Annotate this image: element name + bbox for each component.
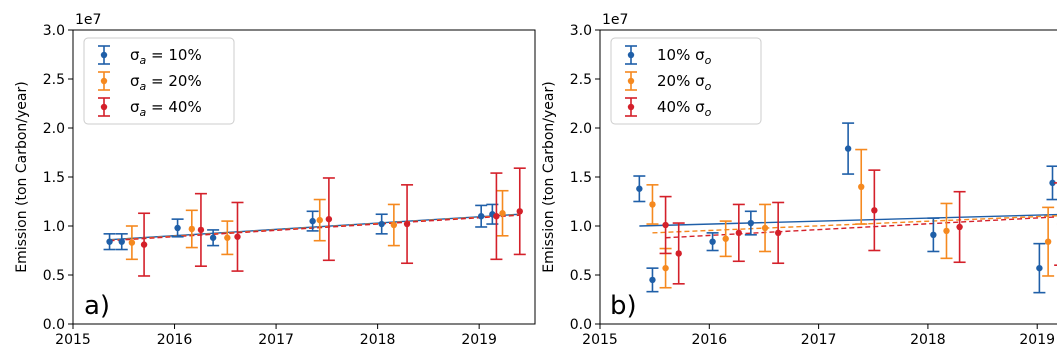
legend-marker [98, 45, 110, 65]
data-point [325, 215, 333, 223]
y-multiplier: 1e7 [75, 12, 101, 28]
axis-ticks: 2015 2016 2017 2018 2019 0.0 0.5 1.0 1.5 2.0 2.5 3.… [43, 23, 497, 348]
y-tick-label: 0.0 [570, 317, 592, 333]
data-point [649, 201, 656, 208]
data-point [140, 241, 148, 248]
y-tick-label: 0.5 [570, 268, 592, 284]
legend-marker [98, 97, 110, 117]
data-point [128, 239, 136, 246]
data-point [844, 145, 852, 152]
data-point [106, 238, 113, 245]
data-point [774, 229, 782, 237]
fit-line [639, 213, 1057, 227]
data-point [649, 276, 656, 284]
y-tick-label: 2.0 [43, 121, 65, 137]
y-axis-label: Emission (ton Carbon/year) [541, 81, 557, 272]
data-point [234, 233, 241, 240]
y-tick-label: 1.0 [43, 219, 65, 235]
data-point [761, 224, 769, 232]
legend: σa = 10% σa = 20% σa = 40% [83, 37, 235, 125]
legend-marker [98, 71, 110, 91]
y-tick-label: 3.0 [570, 23, 592, 39]
data-point [858, 183, 865, 190]
x-tick-label: 2018 [910, 332, 946, 348]
x-tick-label: 2018 [360, 332, 396, 348]
legend-label: σa = 20% [130, 72, 202, 93]
data-point [722, 235, 729, 242]
y-tick-label: 3.0 [43, 23, 65, 39]
x-tick-label: 2019 [461, 332, 497, 348]
data-point [174, 224, 181, 232]
data-point [188, 225, 195, 233]
data-point [871, 207, 878, 214]
legend-box [83, 37, 235, 125]
data-point [709, 238, 716, 245]
error-bar [1054, 182, 1057, 267]
legend-marker [625, 45, 637, 65]
data-marks [633, 122, 1057, 294]
data-point [636, 185, 643, 192]
x-tick-label: 2016 [691, 332, 727, 348]
y-axis-label: Emission (ton Carbon/year) [14, 81, 30, 272]
y-tick-label: 1.5 [43, 170, 65, 186]
data-point [316, 216, 323, 224]
data-point [1036, 264, 1043, 272]
data-point [747, 219, 755, 227]
panel-a: 1e7 Emission (ton Carbon/year) a) 2015 20… [14, 12, 536, 348]
y-tick-label: 0.0 [43, 317, 65, 333]
data-point [499, 210, 506, 217]
legend-label: 20% σo [657, 72, 712, 93]
data-point [197, 226, 205, 234]
data-point [224, 234, 231, 241]
data-marks [103, 167, 526, 277]
x-tick-label: 2015 [55, 332, 91, 348]
y-tick-label: 1.5 [570, 170, 592, 186]
legend: 10% σo 20% σo 40% σo [610, 37, 762, 125]
y-multiplier: 1e7 [602, 12, 628, 28]
data-point [930, 231, 937, 239]
legend-label: σa = 40% [130, 98, 202, 119]
data-point [943, 227, 950, 235]
data-point [309, 217, 316, 225]
data-point [1044, 238, 1052, 245]
y-tick-label: 0.5 [43, 268, 65, 284]
y-tick-label: 2.5 [43, 72, 65, 88]
y-tick-label: 2.0 [570, 121, 592, 137]
x-tick-label: 2019 [1019, 332, 1055, 348]
x-tick-label: 2015 [582, 332, 618, 348]
data-point [956, 223, 963, 231]
y-tick-label: 1.0 [570, 219, 592, 235]
data-point [209, 234, 217, 241]
legend-label: 40% σo [657, 98, 712, 119]
x-tick-label: 2016 [157, 332, 193, 348]
data-point [118, 238, 125, 245]
legend-box [610, 37, 762, 125]
fit-line [665, 216, 1057, 239]
data-point [1049, 179, 1056, 187]
data-point [403, 220, 411, 228]
data-point [516, 208, 523, 215]
data-point [477, 213, 485, 220]
data-point [662, 264, 669, 272]
data-point [675, 250, 682, 257]
legend-label: 10% σo [657, 46, 712, 67]
data-point [390, 221, 398, 229]
legend-label: σa = 10% [130, 46, 202, 67]
legend-marker [625, 97, 637, 117]
fit-line [109, 213, 520, 241]
axis-ticks: 2015 2016 2017 2018 2019 0.0 0.5 1.0 1.5 2.0 2.5 3.… [570, 23, 1055, 348]
x-tick-label: 2017 [801, 332, 837, 348]
y-tick-label: 2.5 [570, 72, 592, 88]
panel-label: a) [84, 291, 110, 321]
legend-marker [625, 71, 637, 91]
data-point [662, 221, 669, 229]
x-tick-label: 2017 [258, 332, 294, 348]
panel-label: b) [610, 291, 637, 321]
data-point [378, 220, 385, 228]
panel-b: 1e7 Emission (ton Carbon/year) b) 2015 20… [541, 12, 1057, 348]
data-point [493, 213, 500, 220]
data-point [735, 229, 743, 237]
